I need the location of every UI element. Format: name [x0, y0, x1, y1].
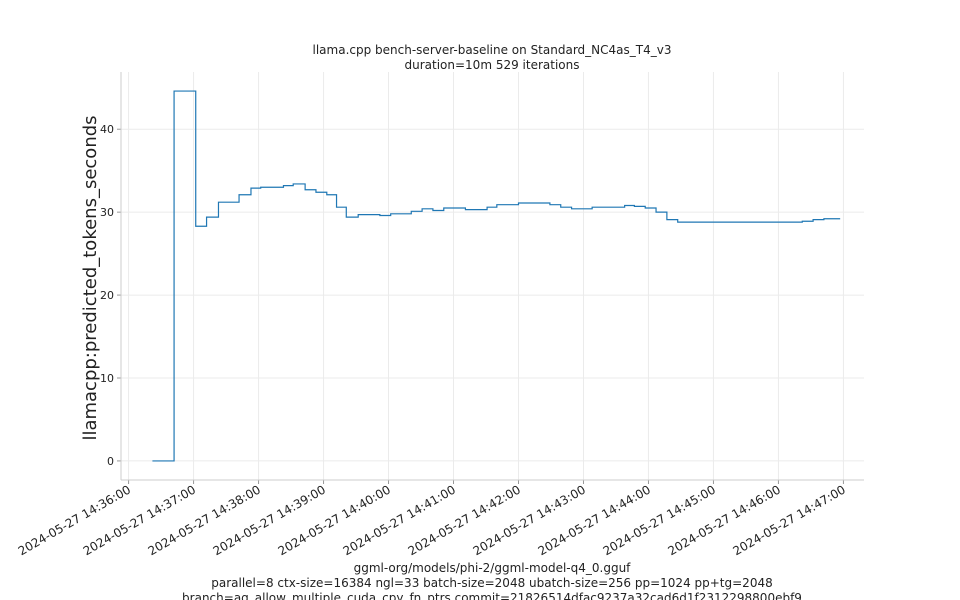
x-tick-label: 2024-05-27 14:44:00 — [536, 482, 653, 558]
line-series — [152, 90, 841, 462]
footer-line: parallel=8 ctx-size=16384 ngl=33 batch-s… — [211, 576, 772, 590]
y-tick-label: 20 — [100, 289, 114, 302]
x-tick-label: 2024-05-27 14:39:00 — [211, 482, 328, 558]
chart-title: llama.cpp bench-server-baseline on Stand… — [313, 43, 672, 57]
x-tick-label: 2024-05-27 14:36:00 — [16, 482, 133, 558]
x-tick-label: 2024-05-27 14:41:00 — [341, 482, 458, 558]
x-tick-label: 2024-05-27 14:38:00 — [146, 482, 263, 558]
x-tick-label: 2024-05-27 14:45:00 — [601, 482, 718, 558]
y-tick-label: 10 — [100, 372, 114, 385]
y-tick-label: 40 — [100, 123, 114, 136]
x-tick-label: 2024-05-27 14:42:00 — [406, 482, 523, 558]
y-tick-label: 0 — [107, 455, 114, 468]
x-tick-label: 2024-05-27 14:43:00 — [471, 482, 588, 558]
x-tick-label: 2024-05-27 14:37:00 — [81, 482, 198, 558]
y-axis-label: llamacpp:predicted_tokens_seconds — [80, 115, 101, 440]
chart-subtitle: duration=10m 529 iterations — [405, 58, 580, 72]
footer-line: branch=ag_allow_multiple_cuda_cpy_fn_ptr… — [182, 591, 802, 600]
x-tick-label: 2024-05-27 14:47:00 — [731, 482, 848, 558]
x-tick-label: 2024-05-27 14:40:00 — [276, 482, 393, 558]
footer-line: ggml-org/models/phi-2/ggml-model-q4_0.gg… — [354, 561, 632, 575]
y-tick-label: 30 — [100, 206, 114, 219]
x-tick-label: 2024-05-27 14:46:00 — [666, 482, 783, 558]
